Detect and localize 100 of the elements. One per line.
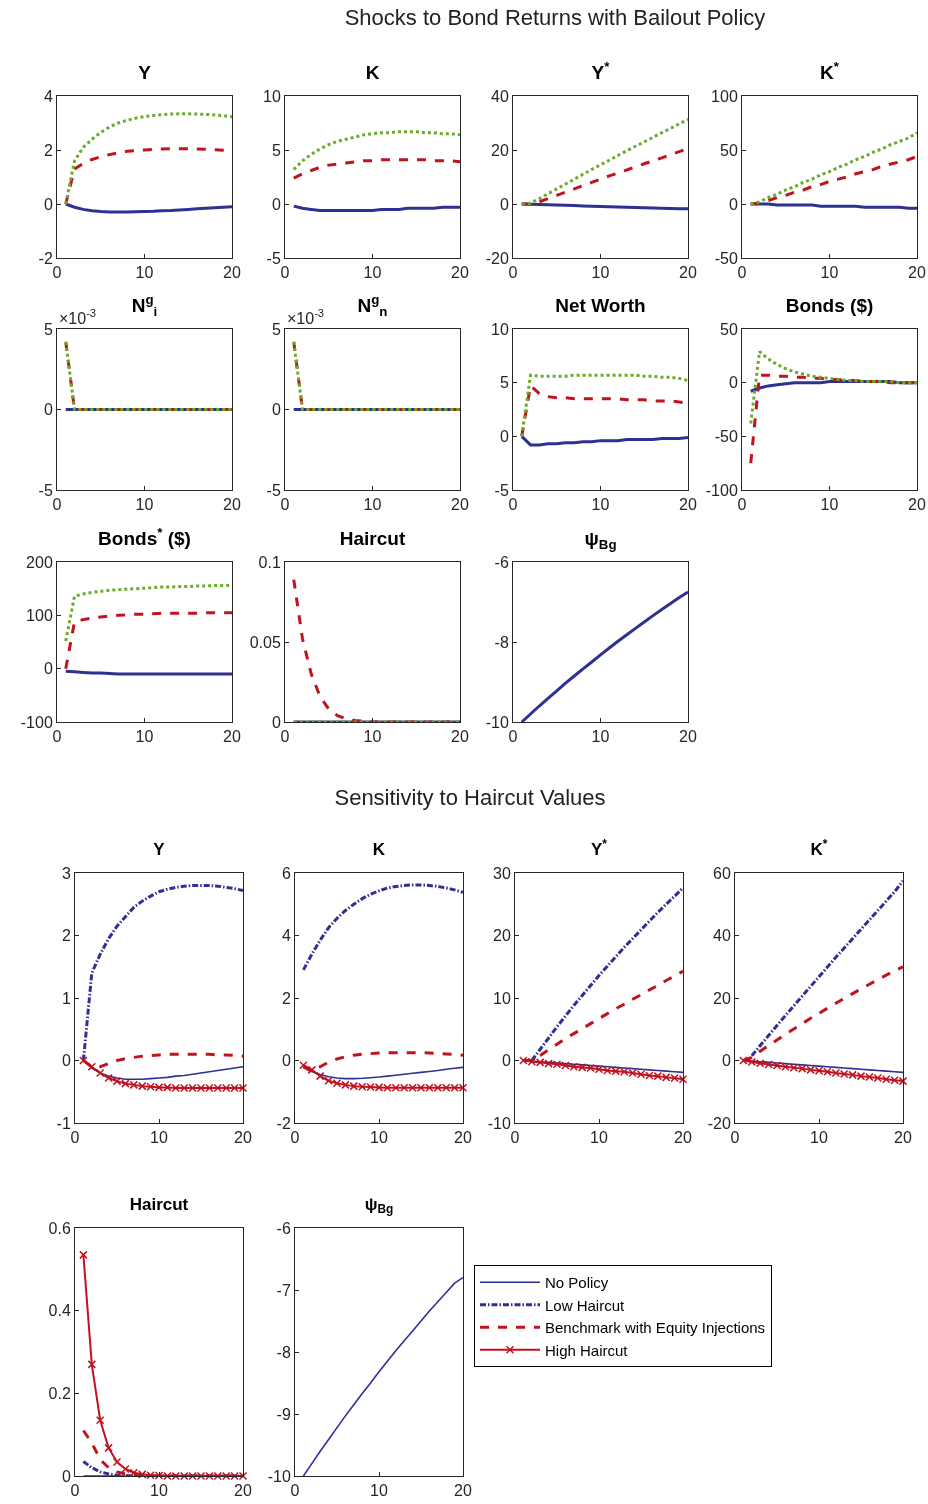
y-tick-label: -2 [276,1114,291,1132]
line-series [64,611,232,671]
x-tick-label: 20 [451,264,469,282]
y-tick-label: 0 [43,195,53,213]
y-tick-label: 0 [271,401,281,419]
point [87,1360,97,1369]
y-tick-label: 5 [499,374,509,392]
x-tick-label: 10 [590,1129,608,1147]
y-tick-label: 0.6 [48,1219,71,1237]
y-tick-label: 10 [491,320,509,338]
point [299,1060,308,1070]
y-tick-label: 0 [271,713,281,731]
chart-title: Y [138,62,152,84]
y-tick-label: 0 [728,195,738,213]
y-tick-label: -10 [267,1467,291,1485]
legend-label: Low Haircut [545,1296,626,1314]
point [307,1065,317,1075]
x-tick-label: 20 [234,1482,252,1500]
y-tick-label: 0 [499,195,509,213]
point [79,1250,88,1260]
y-tick-label: 3 [61,864,71,882]
x-tick-label: 10 [363,496,382,514]
chart-title: Y [153,839,166,859]
line-series [530,886,683,1062]
y-tick-label: -20 [485,249,509,267]
y-tick-label: -6 [276,1219,291,1237]
x-tick-label: 20 [223,496,241,514]
chart-title: Net Worth [555,295,646,317]
chart-title: Haircut [129,1194,189,1214]
y-tick-label: -6 [494,553,509,571]
point [315,1071,325,1081]
point [95,1068,105,1078]
x-tick-label: 10 [363,728,382,746]
y-tick-label: 10 [493,989,511,1007]
y-tick-label: -5 [494,481,509,499]
x-tick-label: 10 [135,264,154,282]
x-tick-label: 20 [908,264,926,282]
y-tick-label: 5 [271,141,281,159]
y-tick-label: 10 [263,87,281,105]
point [95,1415,105,1425]
y-tick-label: 200 [26,553,53,571]
point [112,1457,122,1467]
x-tick-label: 20 [894,1129,912,1147]
y-tick-label: 20 [713,989,731,1007]
y-tick-label: 5 [43,320,53,338]
line-series [749,373,917,465]
text: ×10$^{-3}$ [59,307,97,327]
y-tick-label: -100 [20,713,53,731]
point [121,1464,130,1474]
y-tick-label: -50 [714,427,738,445]
line-series [749,350,917,425]
y-tick-label: 0 [271,195,281,213]
x-tick-label: 20 [679,496,697,514]
y-tick-label: -9 [276,1405,291,1423]
x-tick-label: 20 [451,728,469,746]
point [104,1443,113,1453]
x-tick-label: 10 [135,496,154,514]
y-tick-label: 2 [281,989,291,1007]
x-tick-label: 20 [223,728,241,746]
y-tick-label: 20 [493,927,511,945]
x-tick-label: 20 [679,264,697,282]
line-series [64,583,232,643]
x-tick-label: 20 [451,496,469,514]
y-tick-label: 40 [713,927,731,945]
y-tick-label: -100 [705,481,738,499]
x-tick-label: 20 [679,728,697,746]
x-tick-label: 10 [591,728,610,746]
x-tick-label: 10 [591,264,610,282]
x-tick-label: 10 [810,1129,828,1147]
line-series [301,883,463,972]
text: Shocks to Bond Returns with Bailout Policy [344,5,766,31]
legend-label: No Policy [545,1274,609,1292]
chart-title: K [365,62,380,84]
y-tick-label: 60 [713,864,731,882]
line-series [520,434,688,447]
point [87,1062,97,1071]
y-tick-label: 50 [720,320,738,338]
x-tick-label: 20 [454,1482,472,1500]
y-tick-label: 0.05 [249,633,281,651]
y-tick-label: 0 [43,660,53,678]
y-tick-label: -2 [38,249,53,267]
y-tick-label: 0 [281,1052,291,1070]
y-tick-label: 0.1 [258,553,281,571]
x-tick-label: 10 [150,1129,168,1147]
y-tick-label: -1 [56,1114,71,1132]
y-tick-label: 0.2 [48,1384,71,1402]
x-tick-label: 10 [370,1482,388,1500]
x-tick-label: 10 [591,496,610,514]
y-tick-label: -10 [487,1114,511,1132]
line-series [749,131,917,206]
chart-title: K [372,839,386,859]
y-tick-label: 4 [43,87,53,105]
y-tick-label: 0 [61,1467,71,1485]
x-tick-label: 20 [223,264,241,282]
chart-title: K$^{*}$ [810,836,828,859]
x-tick-label: 20 [674,1129,692,1147]
line-series [292,158,460,180]
y-tick-label: -8 [494,633,509,651]
chart-title: Y$^{*}$ [591,59,611,84]
x-tick-label: 20 [234,1129,252,1147]
